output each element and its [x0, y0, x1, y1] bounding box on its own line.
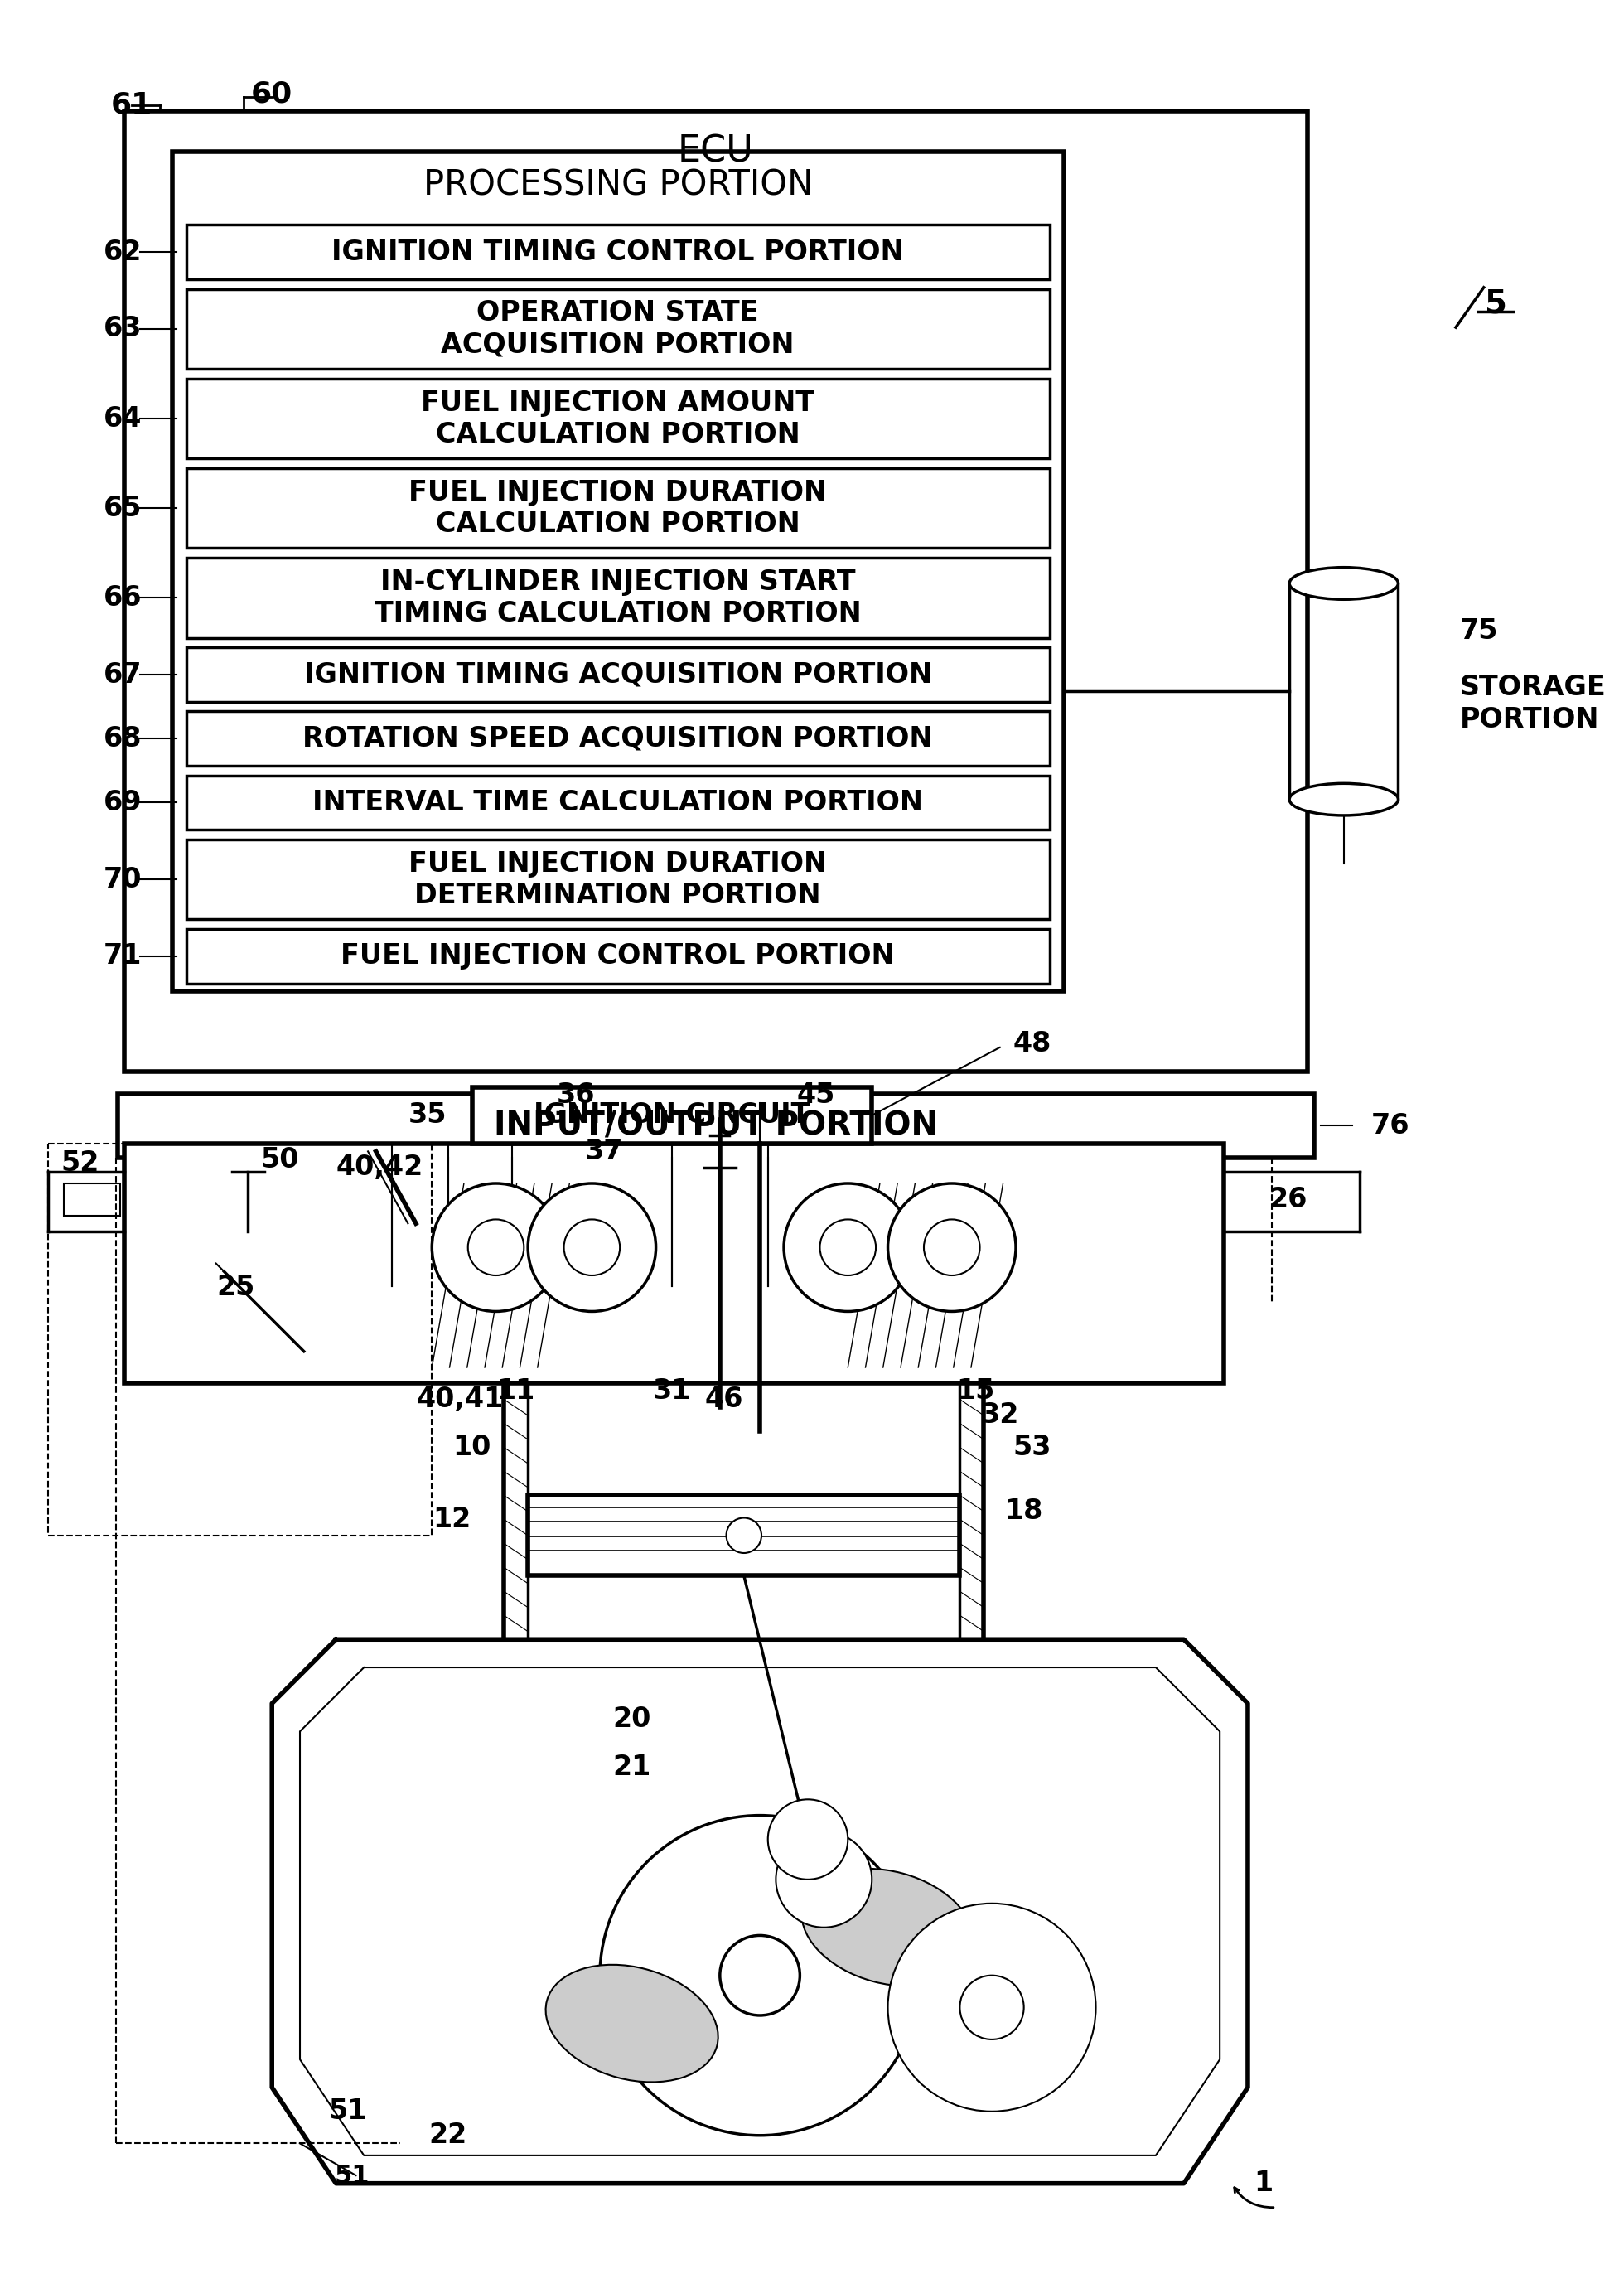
Bar	[117, 1094, 1314, 1157]
Text: 40,41: 40,41	[416, 1385, 503, 1412]
Bar	[187, 775, 1049, 830]
Circle shape	[776, 1831, 872, 1928]
Circle shape	[468, 1219, 525, 1276]
Text: 45: 45	[797, 1082, 835, 1110]
Bar	[187, 557, 1049, 637]
Circle shape	[719, 1935, 801, 2015]
Text: FUEL INJECTION DURATION
DETERMINATION PORTION: FUEL INJECTION DURATION DETERMINATION PO…	[409, 850, 827, 910]
Circle shape	[888, 1903, 1096, 2113]
Text: 21: 21	[612, 1753, 651, 1781]
Text: 36: 36	[557, 1082, 594, 1110]
Text: 67: 67	[102, 662, 141, 689]
Circle shape	[960, 1976, 1023, 2040]
Circle shape	[564, 1219, 620, 1276]
Text: 63: 63	[102, 316, 141, 343]
Text: FUEL INJECTION DURATION
CALCULATION PORTION: FUEL INJECTION DURATION CALCULATION PORT…	[409, 480, 827, 537]
Circle shape	[432, 1182, 560, 1312]
Text: IGNITION CIRCUIT: IGNITION CIRCUIT	[534, 1101, 810, 1130]
Bar	[187, 839, 1049, 919]
Circle shape	[888, 1182, 1017, 1312]
Text: FUEL INJECTION CONTROL PORTION: FUEL INJECTION CONTROL PORTION	[341, 941, 895, 971]
Bar	[172, 152, 1064, 991]
Text: 20: 20	[612, 1706, 651, 1733]
Text: 53: 53	[1013, 1433, 1051, 1462]
Text: PORTION: PORTION	[1460, 705, 1600, 732]
Text: 69: 69	[102, 789, 141, 816]
Text: FUEL INJECTION AMOUNT
CALCULATION PORTION: FUEL INJECTION AMOUNT CALCULATION PORTIO…	[421, 389, 815, 448]
Text: 31: 31	[653, 1378, 692, 1405]
Bar	[528, 1496, 960, 1576]
Text: 51: 51	[335, 2163, 370, 2188]
Text: ROTATION SPEED ACQUISITION PORTION: ROTATION SPEED ACQUISITION PORTION	[302, 725, 932, 753]
Text: OPERATION STATE
ACQUISITION PORTION: OPERATION STATE ACQUISITION PORTION	[442, 300, 794, 359]
Bar	[187, 289, 1049, 368]
Bar	[187, 377, 1049, 459]
Text: 71: 71	[104, 941, 141, 971]
Text: 10: 10	[453, 1433, 490, 1462]
Bar	[187, 930, 1049, 982]
Text: 25: 25	[216, 1273, 255, 1301]
Text: IGNITION TIMING CONTROL PORTION: IGNITION TIMING CONTROL PORTION	[331, 239, 905, 266]
Text: 12: 12	[432, 1505, 471, 1533]
Bar	[187, 648, 1049, 703]
Bar	[123, 111, 1307, 1071]
Text: 15: 15	[957, 1378, 996, 1405]
Text: 37: 37	[585, 1137, 624, 1164]
Circle shape	[784, 1182, 911, 1312]
Ellipse shape	[1289, 785, 1398, 816]
Text: 46: 46	[705, 1385, 744, 1412]
Text: 1: 1	[1254, 2169, 1273, 2197]
Text: 18: 18	[1005, 1499, 1043, 1526]
Text: 11: 11	[497, 1378, 534, 1405]
Bar	[187, 468, 1049, 548]
Text: IN-CYLINDER INJECTION START
TIMING CALCULATION PORTION: IN-CYLINDER INJECTION START TIMING CALCU…	[375, 568, 861, 628]
Text: 51: 51	[328, 2097, 367, 2126]
Text: 40,42: 40,42	[336, 1153, 424, 1180]
Ellipse shape	[802, 1869, 974, 1985]
Text: 22: 22	[429, 2122, 468, 2149]
Text: 50: 50	[261, 1146, 299, 1173]
Text: STORAGE: STORAGE	[1460, 673, 1606, 700]
Ellipse shape	[1289, 568, 1398, 600]
Bar	[187, 712, 1049, 766]
Text: 62: 62	[104, 239, 141, 266]
Bar	[473, 1087, 872, 1144]
Circle shape	[768, 1799, 848, 1878]
Text: 35: 35	[409, 1101, 447, 1130]
Text: 75: 75	[1460, 619, 1499, 646]
Text: 5: 5	[1484, 287, 1507, 318]
Bar	[49, 1144, 432, 1535]
Text: INTERVAL TIME CALCULATION PORTION: INTERVAL TIME CALCULATION PORTION	[312, 789, 922, 816]
Text: PROCESSING PORTION: PROCESSING PORTION	[424, 168, 812, 202]
Text: IGNITION TIMING ACQUISITION PORTION: IGNITION TIMING ACQUISITION PORTION	[304, 662, 932, 689]
Text: 66: 66	[102, 584, 141, 612]
Text: 32: 32	[981, 1401, 1018, 1428]
Circle shape	[528, 1182, 656, 1312]
Bar	[187, 225, 1049, 280]
Text: 60: 60	[252, 80, 292, 107]
Text: 68: 68	[102, 725, 141, 753]
Circle shape	[726, 1517, 762, 1553]
Text: 52: 52	[60, 1151, 99, 1178]
Text: 76: 76	[1371, 1112, 1410, 1139]
Bar	[63, 1182, 120, 1214]
Text: 65: 65	[102, 493, 141, 521]
Circle shape	[924, 1219, 979, 1276]
Text: ECU: ECU	[677, 134, 754, 168]
Circle shape	[599, 1815, 919, 2135]
Bar	[123, 1144, 1224, 1383]
Text: 48: 48	[1013, 1030, 1051, 1057]
Text: 70: 70	[102, 866, 141, 894]
Text: INPUT/OUTPUT PORTION: INPUT/OUTPUT PORTION	[494, 1110, 939, 1142]
Text: 64: 64	[104, 405, 141, 432]
Ellipse shape	[546, 1965, 718, 2083]
Circle shape	[820, 1219, 875, 1276]
Text: 26: 26	[1268, 1185, 1307, 1212]
Text: 61: 61	[110, 91, 153, 118]
